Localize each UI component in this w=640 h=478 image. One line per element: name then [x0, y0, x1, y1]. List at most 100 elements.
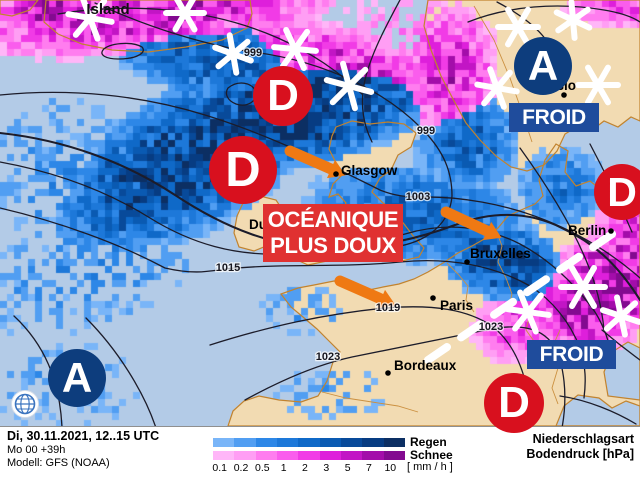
coastline	[0, 0, 39, 17]
rain-scale-swatch	[234, 438, 256, 447]
scale-tick: 0.1	[212, 462, 227, 474]
map-overlay-svg: OsloGlasgowDublinBruxellesParisBerlinBor…	[0, 0, 640, 426]
snow-scale-swatch	[362, 451, 384, 460]
rain-color-scale	[213, 438, 405, 447]
snow-color-scale	[213, 451, 405, 460]
isobar-value-label: 1019	[376, 302, 400, 314]
country-border	[321, 391, 419, 413]
legend-right-titles: Niederschlagsart Bodendruck [hPa]	[526, 432, 634, 462]
city-label: Paris	[440, 298, 473, 313]
snowflake-icon	[215, 38, 251, 70]
scale-tick: 5	[344, 462, 351, 474]
isobar-line	[244, 326, 566, 426]
rain-scale-swatch	[255, 438, 277, 447]
coastline	[555, 394, 640, 426]
snowflake-icon	[603, 300, 639, 332]
snow-label: Schnee	[410, 448, 453, 462]
isobar-line	[57, 7, 363, 95]
flow-arrow	[440, 206, 493, 237]
coastline	[227, 143, 640, 426]
low-pressure-symbol: D	[484, 373, 544, 433]
country-border	[495, 229, 513, 311]
rain-scale-swatch	[213, 438, 235, 447]
isobar-line	[101, 42, 144, 60]
city-label: Bordeaux	[394, 358, 457, 373]
froid-north-label: FROID	[509, 103, 599, 132]
country-border	[446, 262, 475, 313]
low-pressure-symbol: D	[253, 66, 313, 126]
pressure-field-label: Bodendruck [hPa]	[526, 447, 634, 461]
isobar-line	[361, 0, 401, 143]
city-label: Glasgow	[341, 163, 398, 178]
city-dot	[464, 259, 470, 265]
low-pressure-symbol: D	[209, 136, 277, 204]
annotation-text: FROID	[539, 343, 604, 366]
precipitation-scale: 0.1 0.2 0.5 1 2 3 5 7 10	[212, 438, 405, 474]
snow-scale-swatch	[383, 451, 405, 460]
annotation-text: PLUS DOUX	[270, 233, 396, 258]
isobar-line	[225, 82, 257, 106]
isobar-line	[559, 395, 637, 425]
froid-south-label: FROID	[527, 340, 616, 369]
snowflake-icon	[481, 69, 513, 107]
scale-tick-labels: 0.1 0.2 0.5 1 2 3 5 7 10	[209, 462, 409, 474]
scale-tick: 1	[280, 462, 287, 474]
city-dot	[430, 295, 436, 301]
isobar-line	[601, 329, 640, 361]
annotation-text: OCÉANIQUE	[267, 207, 399, 232]
coastline	[423, 0, 640, 172]
unit-label: [ mm / h ]	[407, 461, 453, 473]
snowflake-icon	[512, 292, 544, 332]
snow-scale-swatch	[276, 451, 299, 460]
scale-tick: 0.2	[233, 462, 249, 474]
city-dot	[385, 370, 391, 376]
region-label: Island	[86, 1, 129, 18]
rain-scale-swatch	[298, 438, 320, 447]
coastline	[603, 341, 640, 401]
low-pressure-symbol: D	[594, 164, 640, 220]
isobar-line	[85, 317, 156, 426]
isobar-line	[467, 5, 640, 23]
scale-tick: 7	[366, 462, 372, 474]
rain-scale-swatch	[340, 438, 363, 447]
model-label: Modell: GFS (NOAA)	[7, 457, 110, 469]
isobar-line	[13, 315, 63, 426]
snow-scale-swatch	[298, 451, 320, 460]
rain-scale-swatch	[383, 438, 405, 447]
coastline	[43, 0, 253, 53]
isobar-line	[519, 147, 605, 331]
snowflake-icon	[555, 6, 591, 34]
flow-arrow-head	[482, 221, 502, 241]
snow-scale-swatch	[340, 451, 363, 460]
rain-scale-swatch	[362, 438, 384, 447]
high-pressure-symbol: A	[48, 349, 106, 407]
isobar-value-label: 1003	[406, 191, 430, 203]
snowflake-icon	[329, 66, 369, 106]
isobar-value-label: 999	[417, 125, 435, 137]
isobar-value-label: 1023	[316, 351, 340, 363]
snowflake-icon	[505, 6, 531, 48]
city-dot	[561, 92, 567, 98]
snow-scale-swatch	[234, 451, 256, 460]
city-dot	[333, 171, 339, 177]
isobar-value-label: 1015	[216, 262, 240, 274]
front-dashed-line	[424, 226, 622, 364]
flow-arrow	[334, 275, 387, 305]
snow-scale-swatch	[213, 451, 235, 460]
scale-tick: 2	[302, 462, 308, 474]
snowflake-icon	[279, 28, 311, 70]
snow-scale-swatch	[319, 451, 341, 460]
snowflake-icon	[585, 64, 611, 106]
annotation-text: FROID	[522, 106, 586, 129]
snowflake-icon	[172, 0, 196, 33]
rain-scale-swatch	[276, 438, 299, 447]
high-pressure-symbol: A	[514, 37, 572, 95]
precip-type-label: Niederschlagsart	[532, 432, 634, 446]
city-label: Bruxelles	[470, 246, 531, 261]
isobar-value-label: 1023	[479, 321, 503, 333]
flow-arrow-head	[376, 289, 396, 309]
flow-arrow-head	[326, 159, 346, 179]
scale-tick: 10	[384, 462, 397, 474]
scale-tick: 0.5	[255, 462, 270, 474]
